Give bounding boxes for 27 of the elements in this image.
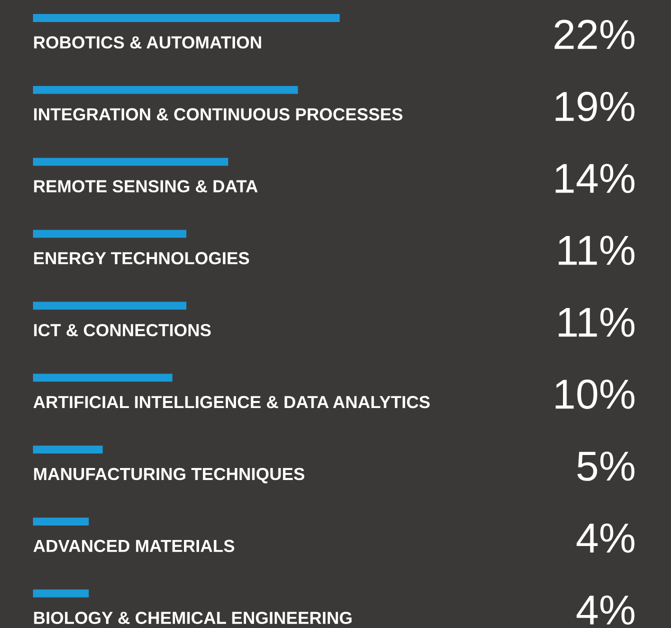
bar xyxy=(33,158,228,166)
data-label: 4% xyxy=(576,524,634,553)
y-tick-label: ROBOTICS & AUTOMATION xyxy=(34,36,262,49)
y-tick-label: ARTIFICIAL INTELLIGENCE & DATA ANALYTICS xyxy=(33,396,430,408)
bar xyxy=(33,518,89,526)
data-label: 11% xyxy=(558,236,634,265)
y-tick-label: ICT & CONNECTIONS xyxy=(34,324,211,336)
bar xyxy=(33,446,103,454)
y-tick-label: ADVANCED MATERIALS xyxy=(33,540,234,552)
bar xyxy=(33,14,340,22)
bar xyxy=(33,230,186,238)
bar xyxy=(33,86,298,94)
y-tick-label: BIOLOGY & CHEMICAL ENGINEERING xyxy=(34,612,352,624)
data-label: 11% xyxy=(558,308,634,337)
bar xyxy=(33,374,172,382)
y-tick-label: ENERGY TECHNOLOGIES xyxy=(34,252,250,264)
bar xyxy=(33,590,89,598)
y-tick-label: REMOTE SENSING & DATA xyxy=(34,180,258,192)
data-label: 22% xyxy=(554,20,634,50)
data-label: 4% xyxy=(576,595,634,625)
y-tick-label: INTEGRATION & CONTINUOUS PROCESSES xyxy=(34,108,402,120)
bar xyxy=(33,302,186,310)
data-label: 10% xyxy=(556,379,634,409)
data-label: 14% xyxy=(556,164,634,194)
y-tick-label: MANUFACTURING TECHNIQUES xyxy=(34,468,304,484)
data-label: 19% xyxy=(556,92,634,122)
data-label: 5% xyxy=(577,452,634,481)
